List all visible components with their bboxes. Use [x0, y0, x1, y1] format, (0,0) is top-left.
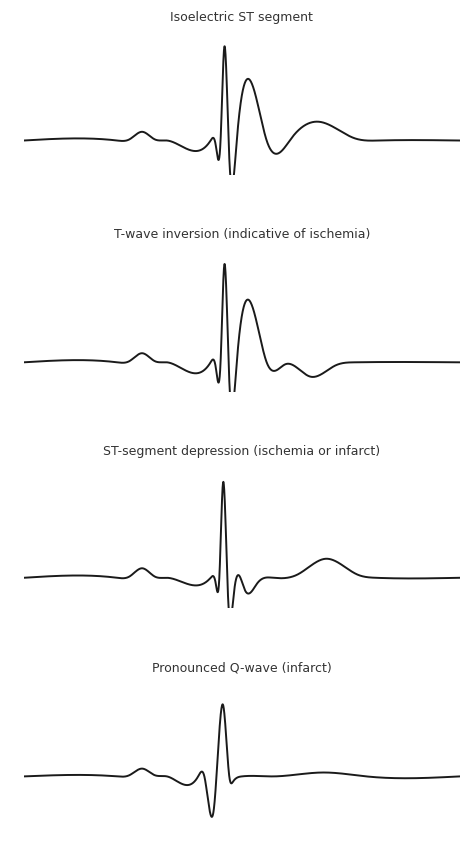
Title: Isoelectric ST segment: Isoelectric ST segment [170, 11, 313, 24]
Title: ST-segment depression (ischemia or infarct): ST-segment depression (ischemia or infar… [103, 445, 380, 458]
Title: T-wave inversion (indicative of ischemia): T-wave inversion (indicative of ischemia… [114, 228, 370, 241]
Title: Pronounced Q-wave (infarct): Pronounced Q-wave (infarct) [152, 662, 332, 674]
